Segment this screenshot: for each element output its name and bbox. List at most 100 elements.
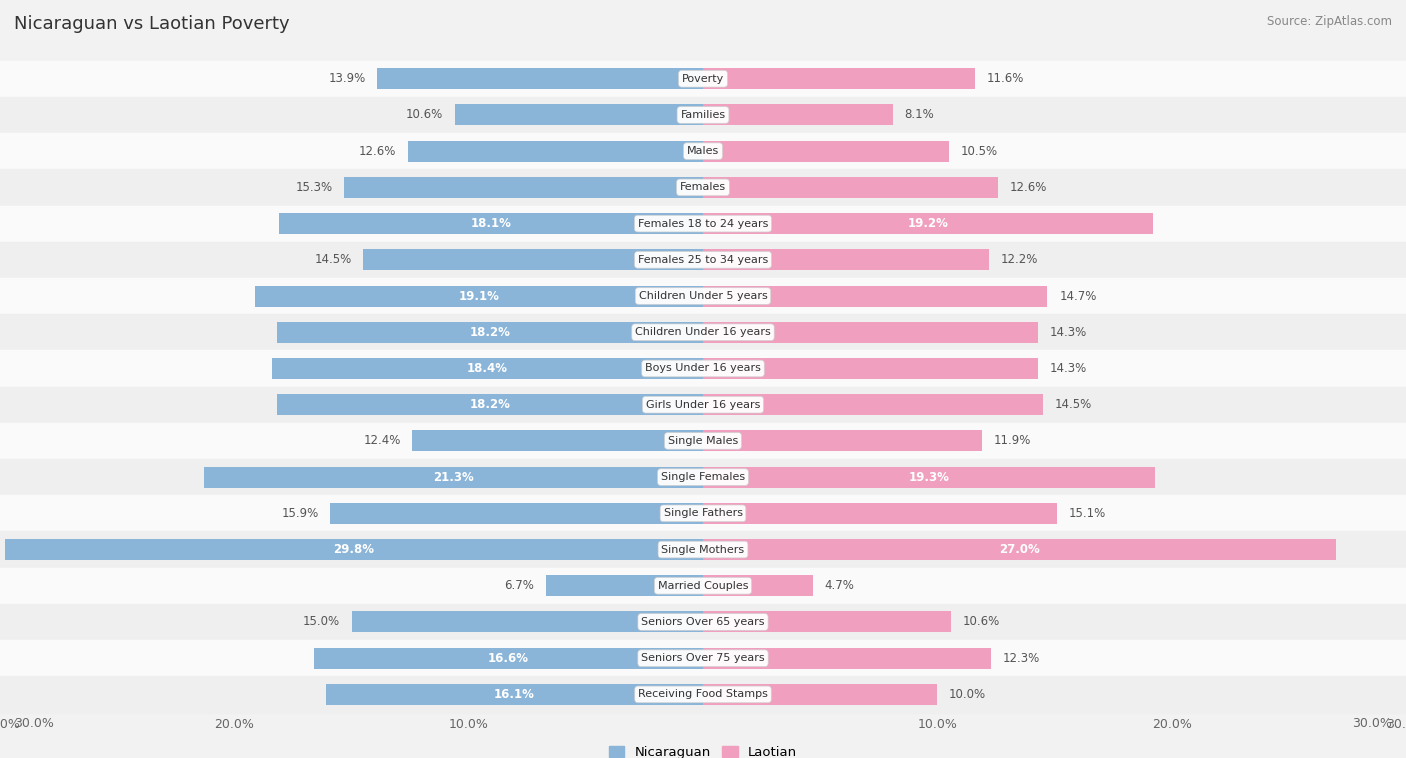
Bar: [0, 350, 1406, 387]
Text: 18.1%: 18.1%: [471, 217, 512, 230]
Bar: [703, 249, 988, 271]
Text: Married Couples: Married Couples: [658, 581, 748, 590]
Bar: [0, 604, 1406, 640]
Bar: [703, 612, 952, 632]
Text: Females: Females: [681, 183, 725, 193]
Text: 18.4%: 18.4%: [467, 362, 508, 375]
Bar: [703, 503, 1057, 524]
Text: 14.3%: 14.3%: [1050, 362, 1087, 375]
Bar: [377, 68, 703, 89]
Text: 21.3%: 21.3%: [433, 471, 474, 484]
Text: Nicaraguan vs Laotian Poverty: Nicaraguan vs Laotian Poverty: [14, 15, 290, 33]
Text: 11.6%: 11.6%: [987, 72, 1024, 85]
Bar: [703, 575, 813, 597]
Text: 10.6%: 10.6%: [406, 108, 443, 121]
Text: 19.1%: 19.1%: [458, 290, 499, 302]
Bar: [326, 684, 703, 705]
Text: 10.6%: 10.6%: [963, 615, 1000, 628]
Text: Females 25 to 34 years: Females 25 to 34 years: [638, 255, 768, 265]
Bar: [352, 612, 703, 632]
Bar: [0, 61, 1406, 97]
Text: 29.8%: 29.8%: [333, 543, 374, 556]
Text: Single Females: Single Females: [661, 472, 745, 482]
Text: 15.9%: 15.9%: [281, 507, 319, 520]
Text: Females 18 to 24 years: Females 18 to 24 years: [638, 218, 768, 229]
Bar: [703, 213, 1153, 234]
Text: Single Mothers: Single Mothers: [661, 544, 745, 555]
Bar: [703, 286, 1047, 306]
Text: 18.2%: 18.2%: [470, 326, 510, 339]
Bar: [703, 647, 991, 669]
Bar: [363, 249, 703, 271]
Text: 12.4%: 12.4%: [363, 434, 401, 447]
Text: 19.3%: 19.3%: [908, 471, 949, 484]
Text: 15.3%: 15.3%: [295, 181, 333, 194]
Bar: [703, 68, 974, 89]
Legend: Nicaraguan, Laotian: Nicaraguan, Laotian: [603, 741, 803, 758]
Text: Children Under 5 years: Children Under 5 years: [638, 291, 768, 301]
Bar: [703, 105, 893, 126]
Bar: [703, 141, 949, 161]
Bar: [277, 394, 703, 415]
Bar: [314, 647, 703, 669]
Text: 12.6%: 12.6%: [1010, 181, 1047, 194]
Bar: [703, 177, 998, 198]
Text: 6.7%: 6.7%: [505, 579, 534, 592]
Text: Boys Under 16 years: Boys Under 16 years: [645, 364, 761, 374]
Bar: [256, 286, 703, 306]
Text: 14.5%: 14.5%: [315, 253, 352, 266]
Text: 14.5%: 14.5%: [1054, 398, 1091, 411]
Bar: [703, 321, 1038, 343]
Text: 8.1%: 8.1%: [904, 108, 934, 121]
Bar: [277, 321, 703, 343]
Bar: [0, 423, 1406, 459]
Bar: [0, 676, 1406, 713]
Text: 11.9%: 11.9%: [994, 434, 1031, 447]
Text: 12.2%: 12.2%: [1001, 253, 1038, 266]
Text: Single Males: Single Males: [668, 436, 738, 446]
Bar: [703, 467, 1156, 487]
Text: Children Under 16 years: Children Under 16 years: [636, 327, 770, 337]
Bar: [0, 169, 1406, 205]
Bar: [412, 431, 703, 452]
Text: Poverty: Poverty: [682, 74, 724, 83]
Bar: [0, 568, 1406, 604]
Text: 16.6%: 16.6%: [488, 652, 529, 665]
Bar: [4, 539, 703, 560]
Text: Source: ZipAtlas.com: Source: ZipAtlas.com: [1267, 15, 1392, 28]
Text: Males: Males: [688, 146, 718, 156]
Bar: [546, 575, 703, 597]
Bar: [0, 97, 1406, 133]
Bar: [204, 467, 703, 487]
Text: Receiving Food Stamps: Receiving Food Stamps: [638, 690, 768, 700]
Bar: [0, 278, 1406, 314]
Text: 10.5%: 10.5%: [960, 145, 998, 158]
Bar: [0, 387, 1406, 423]
Text: 12.6%: 12.6%: [359, 145, 396, 158]
Text: 30.0%: 30.0%: [14, 717, 53, 731]
Bar: [703, 358, 1038, 379]
Bar: [330, 503, 703, 524]
Text: 30.0%: 30.0%: [1353, 717, 1392, 731]
Text: Girls Under 16 years: Girls Under 16 years: [645, 399, 761, 409]
Bar: [0, 314, 1406, 350]
Text: 4.7%: 4.7%: [825, 579, 855, 592]
Bar: [271, 358, 703, 379]
Text: 12.3%: 12.3%: [1002, 652, 1040, 665]
Text: 15.1%: 15.1%: [1069, 507, 1105, 520]
Text: 10.0%: 10.0%: [949, 688, 986, 701]
Bar: [703, 539, 1336, 560]
Bar: [408, 141, 703, 161]
Bar: [703, 431, 981, 452]
Bar: [0, 133, 1406, 169]
Text: 27.0%: 27.0%: [1000, 543, 1039, 556]
Text: Single Fathers: Single Fathers: [664, 509, 742, 518]
Bar: [0, 459, 1406, 495]
Text: Seniors Over 65 years: Seniors Over 65 years: [641, 617, 765, 627]
Text: 18.2%: 18.2%: [470, 398, 510, 411]
Bar: [0, 495, 1406, 531]
Bar: [0, 531, 1406, 568]
Text: 19.2%: 19.2%: [907, 217, 949, 230]
Text: 15.0%: 15.0%: [302, 615, 340, 628]
Text: 14.7%: 14.7%: [1059, 290, 1097, 302]
